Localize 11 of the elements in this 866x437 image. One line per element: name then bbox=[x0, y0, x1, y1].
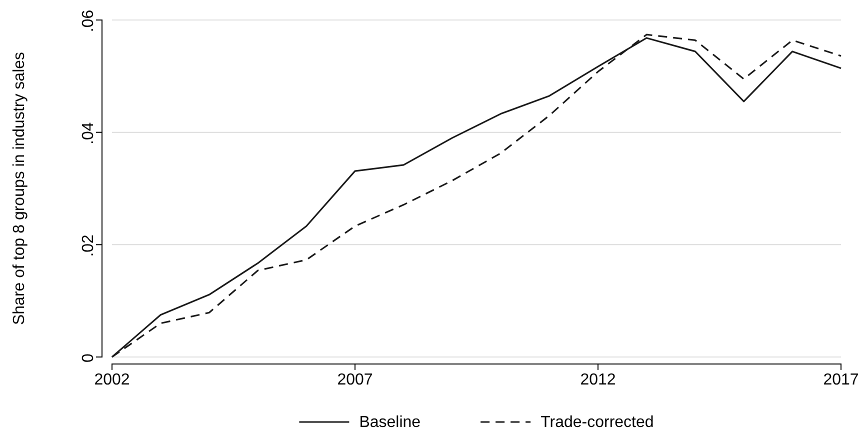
x-tick-label: 2002 bbox=[94, 371, 130, 388]
x-tick-label: 2017 bbox=[823, 371, 859, 388]
y-axis-title: Share of top 8 groups in industry sales bbox=[11, 52, 28, 326]
y-tick-label: .04 bbox=[80, 122, 97, 144]
legend-label: Baseline bbox=[359, 414, 421, 431]
x-tick-label: 2007 bbox=[337, 371, 373, 388]
x-tick-label: 2012 bbox=[580, 371, 616, 388]
y-tick-label: .02 bbox=[80, 234, 97, 257]
y-tick-label: .06 bbox=[80, 10, 97, 32]
legend-label: Trade-corrected bbox=[540, 414, 654, 431]
y-tick-label: 0 bbox=[80, 353, 97, 362]
